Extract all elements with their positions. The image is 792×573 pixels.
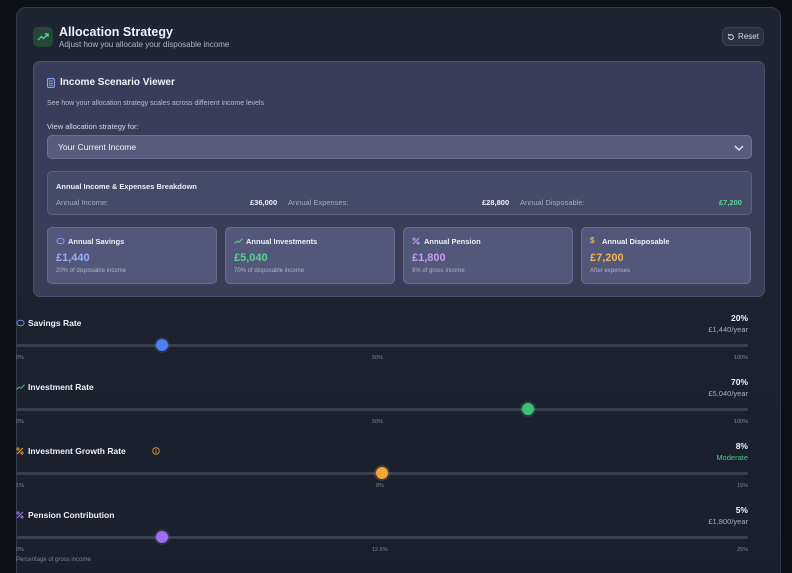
percent-icon bbox=[16, 447, 24, 455]
income-scenario-viewer: Income Scenario Viewer See how your allo… bbox=[33, 61, 765, 297]
slider-title: Investment Growth Rate bbox=[28, 446, 126, 456]
slider-amount: £1,440/year bbox=[708, 325, 748, 334]
annual-income-value: £36,000 bbox=[250, 198, 278, 207]
card-subtitle: After expenses bbox=[590, 268, 631, 274]
card-value: £1,800 bbox=[412, 252, 446, 264]
investment-growth-rate-slider: Investment Growth Rate 8% Moderate 1% 8%… bbox=[16, 441, 748, 507]
piggy-bank-icon bbox=[16, 319, 25, 327]
trending-up-icon bbox=[33, 27, 53, 47]
slider-title: Savings Rate bbox=[28, 318, 82, 328]
slider-value: 70% bbox=[730, 377, 748, 387]
dollar-icon: $ bbox=[590, 236, 595, 245]
investment-rate-slider: Investment Rate 70% £5,040/year 0% 50% 1… bbox=[16, 377, 748, 443]
tick-min: 0% bbox=[16, 355, 24, 361]
income-breakdown: Annual Income & Expenses Breakdown Annua… bbox=[47, 171, 752, 215]
trending-up-icon bbox=[16, 384, 25, 391]
slider-value: 5% bbox=[735, 505, 748, 515]
card-value: £5,040 bbox=[234, 252, 268, 264]
card-title: Annual Investments bbox=[246, 237, 318, 246]
card-title: Annual Savings bbox=[68, 237, 125, 246]
annual-disposable-card: $ Annual Disposable £7,200 After expense… bbox=[581, 227, 751, 284]
annual-disposable-value: £7,200 bbox=[719, 198, 742, 207]
slider-thumb[interactable] bbox=[376, 467, 388, 479]
slider-thumb[interactable] bbox=[156, 531, 169, 543]
slider-title: Pension Contribution bbox=[28, 510, 115, 520]
card-subtitle: 5% of gross income bbox=[412, 268, 465, 274]
slider-value: 8% bbox=[735, 441, 748, 451]
tick-mid: 8% bbox=[376, 483, 384, 489]
income-select-value: Your Current Income bbox=[58, 142, 137, 152]
slider-track[interactable] bbox=[16, 536, 748, 539]
card-value: £7,200 bbox=[590, 252, 624, 264]
slider-track[interactable] bbox=[16, 408, 748, 411]
tick-min: 0% bbox=[16, 419, 24, 425]
trending-up-icon bbox=[234, 238, 243, 245]
tick-max: 15% bbox=[736, 483, 748, 489]
scenario-title: Income Scenario Viewer bbox=[60, 77, 175, 88]
tick-min: 0% bbox=[16, 547, 24, 553]
reset-button[interactable]: Reset bbox=[722, 27, 764, 46]
page-subtitle: Adjust how you allocate your disposable … bbox=[59, 40, 230, 49]
annual-investments-card: Annual Investments £5,040 70% of disposa… bbox=[225, 227, 395, 284]
tick-mid: 50% bbox=[372, 355, 384, 361]
percent-icon bbox=[412, 237, 420, 245]
info-icon[interactable] bbox=[152, 447, 160, 455]
slider-amount: £1,800/year bbox=[708, 517, 748, 526]
slider-thumb[interactable] bbox=[522, 403, 535, 415]
income-select-label: View allocation strategy for: bbox=[47, 122, 139, 131]
tick-mid: 50% bbox=[372, 419, 384, 425]
slider-amount: Moderate bbox=[716, 453, 748, 462]
annual-pension-card: Annual Pension £1,800 5% of gross income bbox=[403, 227, 573, 284]
tick-max: 25% bbox=[736, 547, 748, 553]
page-title: Allocation Strategy bbox=[59, 25, 173, 39]
percent-icon bbox=[16, 511, 24, 519]
annual-expenses-value: £28,800 bbox=[482, 198, 510, 207]
slider-amount: £5,040/year bbox=[708, 389, 748, 398]
card-value: £1,440 bbox=[56, 252, 90, 264]
tick-mid: 12.5% bbox=[372, 547, 388, 553]
pension-footnote: Percentage of gross income bbox=[16, 557, 91, 563]
scenario-description: See how your allocation strategy scales … bbox=[47, 100, 264, 107]
calculator-icon bbox=[47, 78, 55, 88]
reset-icon bbox=[727, 33, 734, 40]
piggy-bank-icon bbox=[56, 237, 65, 245]
card-subtitle: 20% of disposable income bbox=[56, 268, 127, 274]
chevron-down-icon bbox=[734, 145, 744, 151]
card-subtitle: 70% of disposable income bbox=[234, 268, 305, 274]
pension-contribution-slider: Pension Contribution 5% £1,800/year 0% 1… bbox=[16, 505, 748, 571]
annual-disposable-label: Annual Disposable: bbox=[520, 198, 585, 207]
annual-savings-card: Annual Savings £1,440 20% of disposable … bbox=[47, 227, 217, 284]
breakdown-title: Annual Income & Expenses Breakdown bbox=[56, 182, 197, 191]
tick-max: 100% bbox=[733, 419, 748, 425]
slider-value: 20% bbox=[730, 313, 748, 323]
annual-income-label: Annual Income: bbox=[56, 198, 109, 207]
tick-max: 100% bbox=[733, 355, 748, 361]
income-select[interactable]: Your Current Income bbox=[47, 135, 752, 159]
annual-expenses-label: Annual Expenses: bbox=[288, 198, 349, 207]
card-title: Annual Pension bbox=[424, 237, 481, 246]
reset-label: Reset bbox=[738, 32, 759, 41]
slider-thumb[interactable] bbox=[156, 339, 169, 351]
slider-track[interactable] bbox=[16, 344, 748, 347]
slider-title: Investment Rate bbox=[28, 382, 94, 392]
tick-min: 1% bbox=[16, 483, 24, 489]
savings-rate-slider: Savings Rate 20% £1,440/year 0% 50% 100% bbox=[16, 313, 748, 379]
card-title: Annual Disposable bbox=[602, 237, 670, 246]
allocation-strategy-panel: Allocation Strategy Adjust how you alloc… bbox=[16, 7, 781, 573]
